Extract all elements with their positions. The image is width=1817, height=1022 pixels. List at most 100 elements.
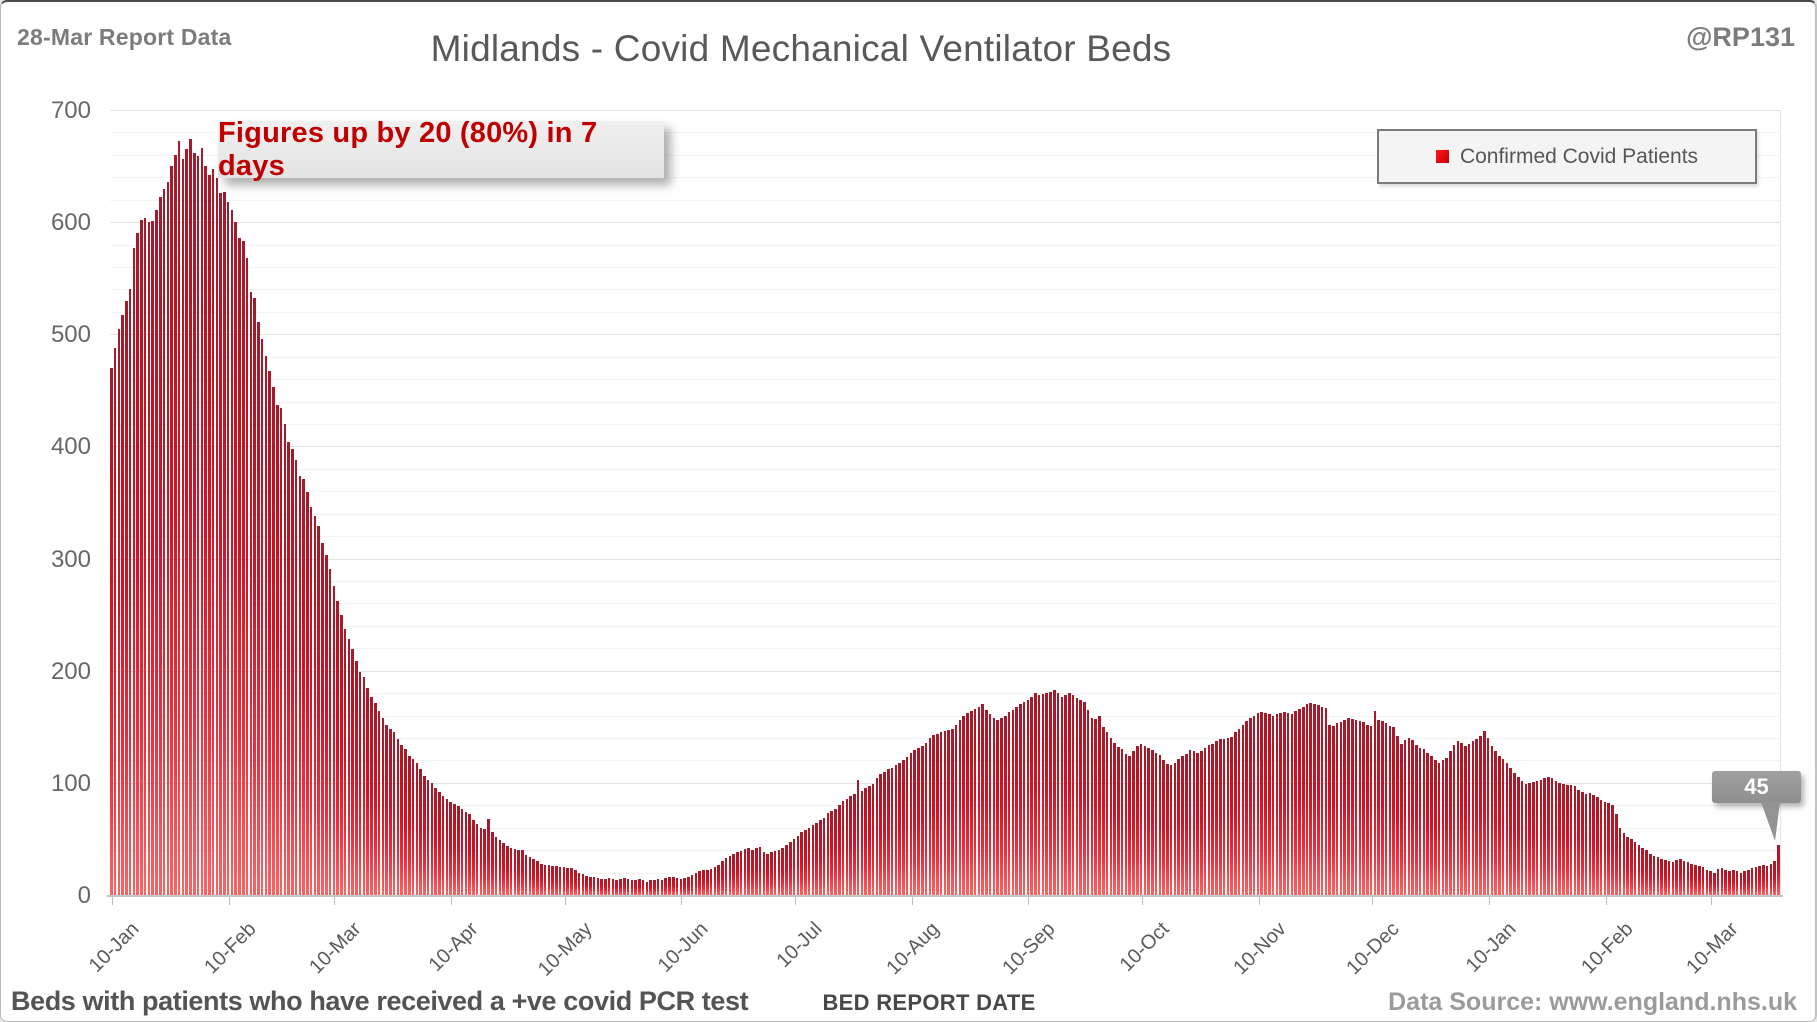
bar [909,752,913,895]
x-axis-title: BED REPORT DATE [822,990,1036,1015]
bar [762,852,766,895]
bar [509,847,513,895]
bar [1426,752,1429,895]
major-gridline [110,446,1781,448]
bar [577,872,581,895]
bar [1154,752,1158,895]
bar [1686,862,1690,895]
bar [140,219,143,895]
bar [819,819,822,895]
bar [607,878,611,895]
bar [1222,739,1226,895]
minor-gridline [110,693,1781,695]
bar [1479,735,1482,895]
bar [1366,724,1369,895]
y-axis-label: 200 [50,657,91,685]
minor-gridline [110,177,1781,179]
bar [1554,780,1558,895]
bar [1320,706,1324,895]
bar [532,859,535,895]
bar [1754,866,1758,895]
axis-description: Beds with patients who have received a +… [11,986,749,1016]
bar [649,880,652,895]
bar [494,836,498,895]
bar [294,459,298,895]
bar [992,717,996,895]
bar [358,671,362,895]
bar [242,241,245,895]
bar [215,178,219,895]
bar [773,851,777,895]
bar [1249,717,1252,895]
bar [1350,718,1354,895]
bar [517,850,520,895]
bar [336,601,339,895]
bar [721,861,724,895]
bar [325,555,328,895]
minor-gridline [110,132,1781,134]
bar [1139,743,1143,895]
bar [1343,720,1346,895]
bar [1622,833,1626,895]
bar [1422,749,1426,895]
bar [1317,705,1320,895]
bar [464,812,468,895]
bar [1045,693,1048,895]
bar [170,166,173,895]
bar [381,717,385,895]
bar [1079,699,1082,895]
bar [1524,783,1528,895]
bar [1166,763,1169,895]
bar [1294,711,1297,895]
bar [434,788,437,895]
bar [683,878,686,895]
bar [226,201,230,895]
bar [1403,740,1407,895]
bar [1358,721,1362,895]
bar [841,800,845,895]
bar [758,846,762,895]
bar [1022,702,1026,895]
bar [1513,772,1516,895]
annotation-box: Figures up by 20 (80%) in 7 days [218,117,664,182]
bar [1592,795,1595,895]
bar [1362,722,1365,895]
bar [785,844,788,895]
bar [555,865,558,895]
bar [1667,861,1671,895]
bar [317,526,320,895]
x-axis-tick [451,897,453,905]
data-label-callout: 45 [1712,771,1801,803]
bar [1030,696,1033,895]
bar [483,828,486,895]
bar [1381,721,1384,895]
bar [1449,751,1452,895]
bar [362,677,366,895]
bar [932,734,935,895]
bar [679,879,683,895]
bar [1464,745,1467,895]
bar [1516,777,1520,895]
bar-series [110,110,1781,895]
x-axis-tick [228,897,230,905]
bar [796,835,800,895]
bar [385,724,388,895]
bar [1000,717,1003,895]
bar [739,851,743,895]
bar [728,855,732,895]
bar [528,856,532,895]
bar [1671,862,1675,895]
bar [355,660,358,895]
bar [887,769,890,895]
bar [1377,720,1380,895]
bar [536,861,539,895]
bar [913,750,916,895]
major-gridline [110,110,1781,111]
bar [1290,714,1294,895]
bar [755,847,758,895]
bar [860,790,864,895]
bar [619,879,622,895]
bar [321,542,324,895]
x-axis-tick [1258,897,1260,905]
bar [411,759,415,895]
